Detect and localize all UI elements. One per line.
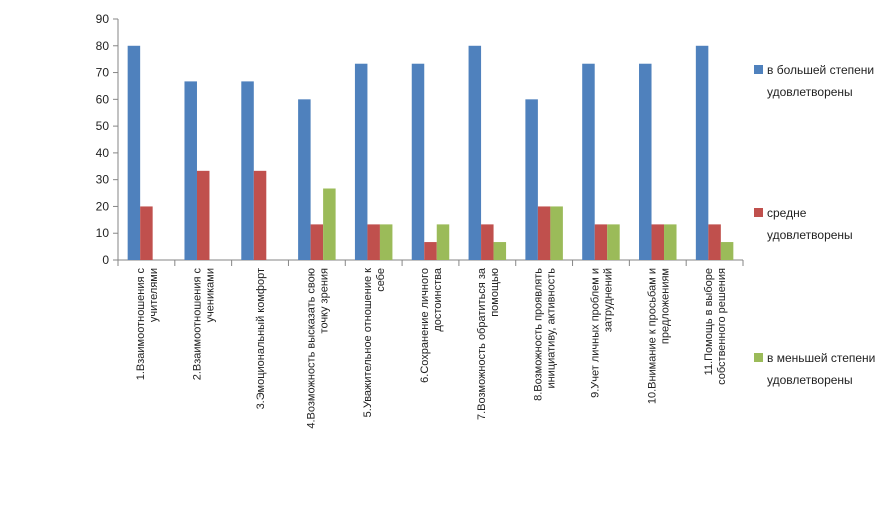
bar bbox=[196, 170, 210, 260]
bar bbox=[367, 224, 380, 260]
category-label: предложениям bbox=[659, 268, 671, 344]
category-label: 8.Возможность проявлять bbox=[533, 268, 545, 401]
category-label: 4.Возможность высказать свою bbox=[305, 268, 317, 429]
legend-swatch bbox=[754, 65, 763, 74]
bar bbox=[493, 242, 507, 260]
bar bbox=[468, 45, 482, 261]
category-label: учителями bbox=[148, 268, 160, 322]
bar bbox=[241, 81, 254, 261]
y-tick-label: 60 bbox=[96, 92, 110, 106]
bar bbox=[354, 63, 368, 260]
legend-label: удовлетворены bbox=[767, 85, 853, 99]
y-tick-label: 50 bbox=[96, 119, 110, 133]
legend-swatch bbox=[754, 353, 763, 362]
y-tick-label: 20 bbox=[96, 199, 110, 213]
category-label: 1.Взаимоотношения с bbox=[135, 268, 147, 381]
legend-label: в меньшей степени bbox=[767, 351, 875, 365]
bar bbox=[411, 63, 425, 260]
y-tick-label: 0 bbox=[102, 253, 109, 267]
category-label: собственного решения bbox=[716, 268, 728, 385]
bar bbox=[607, 224, 620, 260]
bar bbox=[310, 224, 324, 260]
bar bbox=[594, 224, 608, 260]
bar bbox=[720, 242, 734, 260]
category-label: 7.Возможность обратиться за bbox=[476, 267, 488, 420]
y-tick-label: 70 bbox=[96, 66, 110, 80]
category-label: инициативу, активность bbox=[546, 268, 558, 389]
bar bbox=[664, 224, 677, 260]
category-label: учениками bbox=[205, 268, 217, 322]
bar bbox=[582, 63, 595, 260]
bar bbox=[651, 224, 665, 260]
legend-swatch bbox=[754, 208, 763, 217]
category-label: точку зрения bbox=[318, 268, 330, 334]
y-tick-label: 10 bbox=[96, 226, 110, 240]
bar bbox=[550, 206, 563, 260]
bar bbox=[525, 99, 538, 260]
category-label: помощью bbox=[489, 268, 501, 317]
bar bbox=[537, 206, 551, 260]
bar bbox=[708, 224, 721, 260]
y-tick-label: 80 bbox=[96, 39, 110, 53]
bar bbox=[424, 242, 437, 260]
category-label: затруднений bbox=[602, 268, 614, 332]
y-tick-label: 90 bbox=[96, 12, 110, 26]
bar bbox=[253, 170, 267, 260]
category-label: 3.Эмоциональный комфорт bbox=[255, 268, 267, 409]
bar bbox=[140, 206, 153, 260]
bar bbox=[379, 224, 393, 260]
category-label: 10.Внимание к просьбам и bbox=[646, 268, 658, 404]
legend-label: удовлетворены bbox=[767, 373, 853, 387]
category-label: 5.Уважительное отношение к bbox=[362, 268, 374, 418]
plot-area bbox=[118, 19, 743, 260]
category-label: себе bbox=[375, 268, 387, 292]
category-label: 6.Сохранение личного bbox=[419, 268, 431, 383]
bar bbox=[436, 224, 450, 260]
legend-label: в большей степени bbox=[767, 63, 874, 77]
bar bbox=[127, 45, 141, 261]
bar bbox=[184, 81, 197, 261]
bar bbox=[639, 63, 652, 260]
bar bbox=[695, 45, 709, 261]
category-label: 9.Учет личных проблем и bbox=[589, 268, 601, 398]
legend-label: удовлетворены bbox=[767, 228, 853, 242]
y-tick-label: 30 bbox=[96, 173, 110, 187]
category-label: 11.Помощь в выборе bbox=[703, 268, 715, 375]
legend-label: средне bbox=[767, 206, 807, 220]
bar bbox=[481, 224, 494, 260]
bar bbox=[298, 99, 311, 260]
category-label: достоинства bbox=[432, 267, 444, 332]
y-tick-label: 40 bbox=[96, 146, 110, 160]
bar bbox=[323, 188, 336, 260]
category-label: 2.Взаимоотношения с bbox=[192, 268, 204, 381]
